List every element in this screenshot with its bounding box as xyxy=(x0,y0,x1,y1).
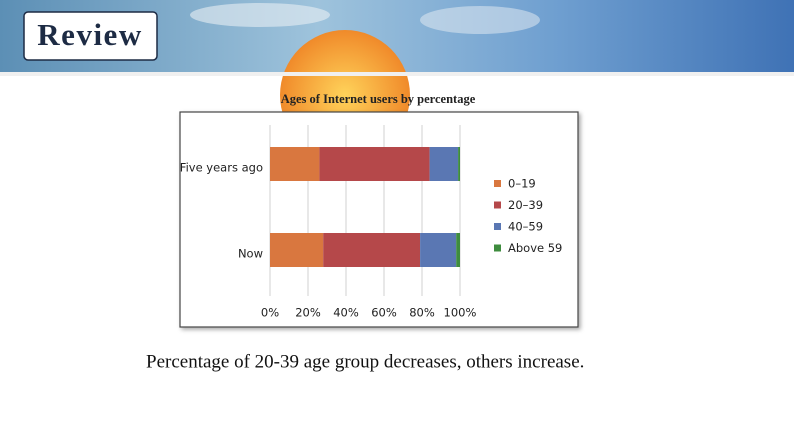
y-tick-label: Five years ago xyxy=(180,161,263,175)
cloud xyxy=(420,6,540,34)
bar-segment xyxy=(323,233,421,267)
chart-title: Ages of Internet users by percentage xyxy=(281,92,476,106)
caption: Percentage of 20-39 age group decreases,… xyxy=(146,351,584,372)
bar-segment xyxy=(420,233,457,267)
x-tick-label: 60% xyxy=(371,306,397,320)
legend-swatch xyxy=(494,244,501,252)
legend-label: Above 59 xyxy=(508,241,562,255)
review-box xyxy=(23,11,158,61)
legend-label: 40–59 xyxy=(508,220,543,234)
banner-edge xyxy=(0,72,794,76)
legend-swatch xyxy=(494,180,501,187)
legend-swatch xyxy=(494,223,501,230)
x-tick-label: 0% xyxy=(261,306,279,320)
chart: Ages of Internet users by percentage 0% 2… xyxy=(179,92,579,328)
bar-segment xyxy=(270,233,324,267)
bar-segment xyxy=(456,233,460,267)
legend-swatch xyxy=(494,201,501,209)
legend-label: 20–39 xyxy=(508,198,543,212)
x-tick-label: 80% xyxy=(409,306,435,320)
x-tick-label: 100% xyxy=(444,306,477,320)
x-tick-label: 20% xyxy=(295,306,321,320)
x-tick-label: 40% xyxy=(333,306,359,320)
cloud xyxy=(190,3,330,27)
bar-segment xyxy=(429,147,459,181)
legend-label: 0–19 xyxy=(508,177,536,191)
bar-segment xyxy=(319,147,430,181)
review-title: Review xyxy=(37,17,142,52)
bar-segment xyxy=(458,147,460,181)
bar-segment xyxy=(270,147,320,181)
y-tick-label: Now xyxy=(238,247,263,261)
